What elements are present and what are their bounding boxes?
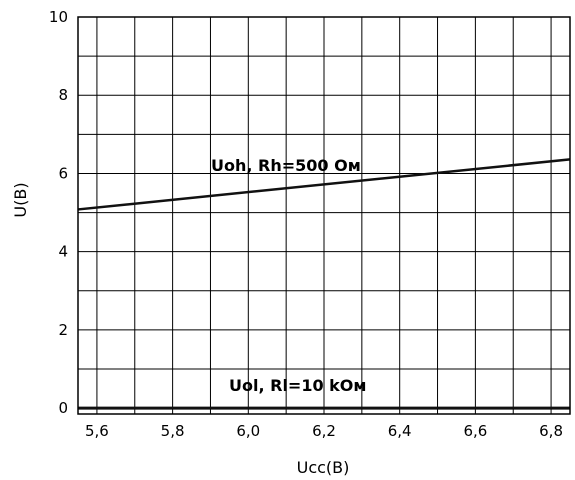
- y-tick-label: 4: [58, 243, 68, 261]
- x-axis-label: Ucc(B): [297, 458, 350, 477]
- x-tick-label: 6,0: [236, 422, 260, 440]
- uoh-annotation: Uoh, Rh=500 Ом: [211, 156, 361, 175]
- x-tick-label: 6,6: [463, 422, 487, 440]
- y-tick-label: 10: [49, 8, 68, 26]
- x-tick-label: 6,8: [539, 422, 563, 440]
- x-tick-labels: 5,6 5,8 6,0 6,2 6,4 6,6 6,8: [85, 422, 563, 440]
- series-layer: [77, 158, 571, 410]
- y-axis-label: U(B): [11, 182, 30, 217]
- x-tick-label: 5,6: [85, 422, 109, 440]
- x-tick-label: 6,2: [312, 422, 336, 440]
- y-tick-label: 8: [58, 86, 68, 104]
- y-tick-label: 6: [58, 164, 68, 182]
- series-line-uoh: [77, 158, 571, 211]
- plot-frame: [77, 16, 571, 415]
- uol-annotation: Uol, Rl=10 kОм: [229, 376, 366, 395]
- grid: [78, 17, 570, 414]
- x-tick-label: 6,4: [388, 422, 412, 440]
- y-tick-label: 2: [58, 321, 68, 339]
- y-tick-label: 0: [58, 399, 68, 417]
- y-tick-labels: 0 2 4 6 8 10: [49, 8, 68, 417]
- x-tick-label: 5,8: [161, 422, 185, 440]
